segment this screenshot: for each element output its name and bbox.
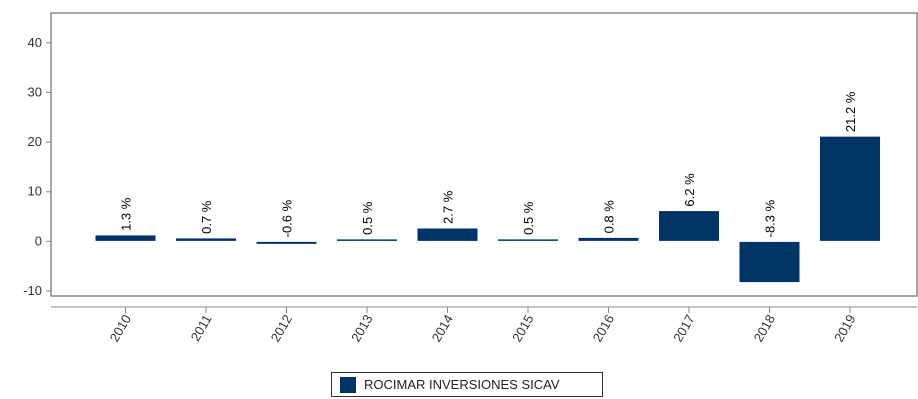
legend: ROCIMAR INVERSIONES SICAV (331, 372, 603, 397)
x-tick-label: 2012 (268, 312, 295, 345)
data-label-2016: 0.8 % (602, 200, 617, 234)
x-axis: 2010 2011 2012 2013 2014 2015 2016 2017 2018 2019 (51, 306, 917, 345)
bar-2013 (336, 238, 398, 242)
data-labels: 1.3 % 0.7 % -0.6 % 0.5 % 2.7 % 0.5 % 0.8 % 6.2 … (119, 91, 859, 237)
bar-2016 (577, 236, 640, 242)
y-tick-label: -10 (23, 283, 42, 298)
data-label-2018: -8.3 % (763, 199, 778, 237)
bar-2014 (416, 227, 479, 242)
x-tick-label: 2014 (429, 312, 456, 345)
legend-label: ROCIMAR INVERSIONES SICAV (364, 377, 560, 392)
x-tick-label: 2017 (670, 312, 697, 345)
y-tick-label: 20 (28, 134, 42, 149)
y-tick-label: 10 (28, 184, 42, 199)
x-tick-label: 2015 (509, 312, 536, 345)
bar-2018 (738, 240, 801, 284)
bar-2012 (255, 240, 318, 245)
bar-2015 (497, 238, 559, 242)
bar-2011 (175, 237, 237, 242)
x-tick-label: 2018 (751, 312, 778, 345)
data-label-2011: 0.7 % (199, 200, 214, 234)
data-label-2014: 2.7 % (441, 190, 456, 224)
bar-2010 (94, 234, 157, 242)
data-label-2010: 1.3 % (119, 197, 134, 231)
x-tick-label: 2010 (107, 312, 134, 345)
legend-swatch (340, 376, 356, 393)
y-tick-label: 40 (28, 35, 42, 50)
bar-2017 (658, 210, 720, 242)
data-label-2013: 0.5 % (360, 201, 375, 235)
x-tick-label: 2019 (831, 312, 858, 345)
y-tick-label: 30 (28, 84, 42, 99)
x-tick-label: 2011 (188, 312, 215, 344)
y-axis: -10 0 10 20 30 40 (23, 35, 51, 298)
data-label-2012: -0.6 % (280, 199, 295, 237)
data-label-2017: 6.2 % (682, 173, 697, 207)
x-tick-label: 2013 (348, 312, 375, 345)
bar-2019 (819, 135, 881, 242)
y-tick-label: 0 (35, 233, 42, 248)
data-label-2015: 0.5 % (521, 201, 536, 235)
x-tick-label: 2016 (590, 312, 617, 345)
bars (94, 135, 881, 284)
data-label-2019: 21.2 % (843, 91, 858, 132)
